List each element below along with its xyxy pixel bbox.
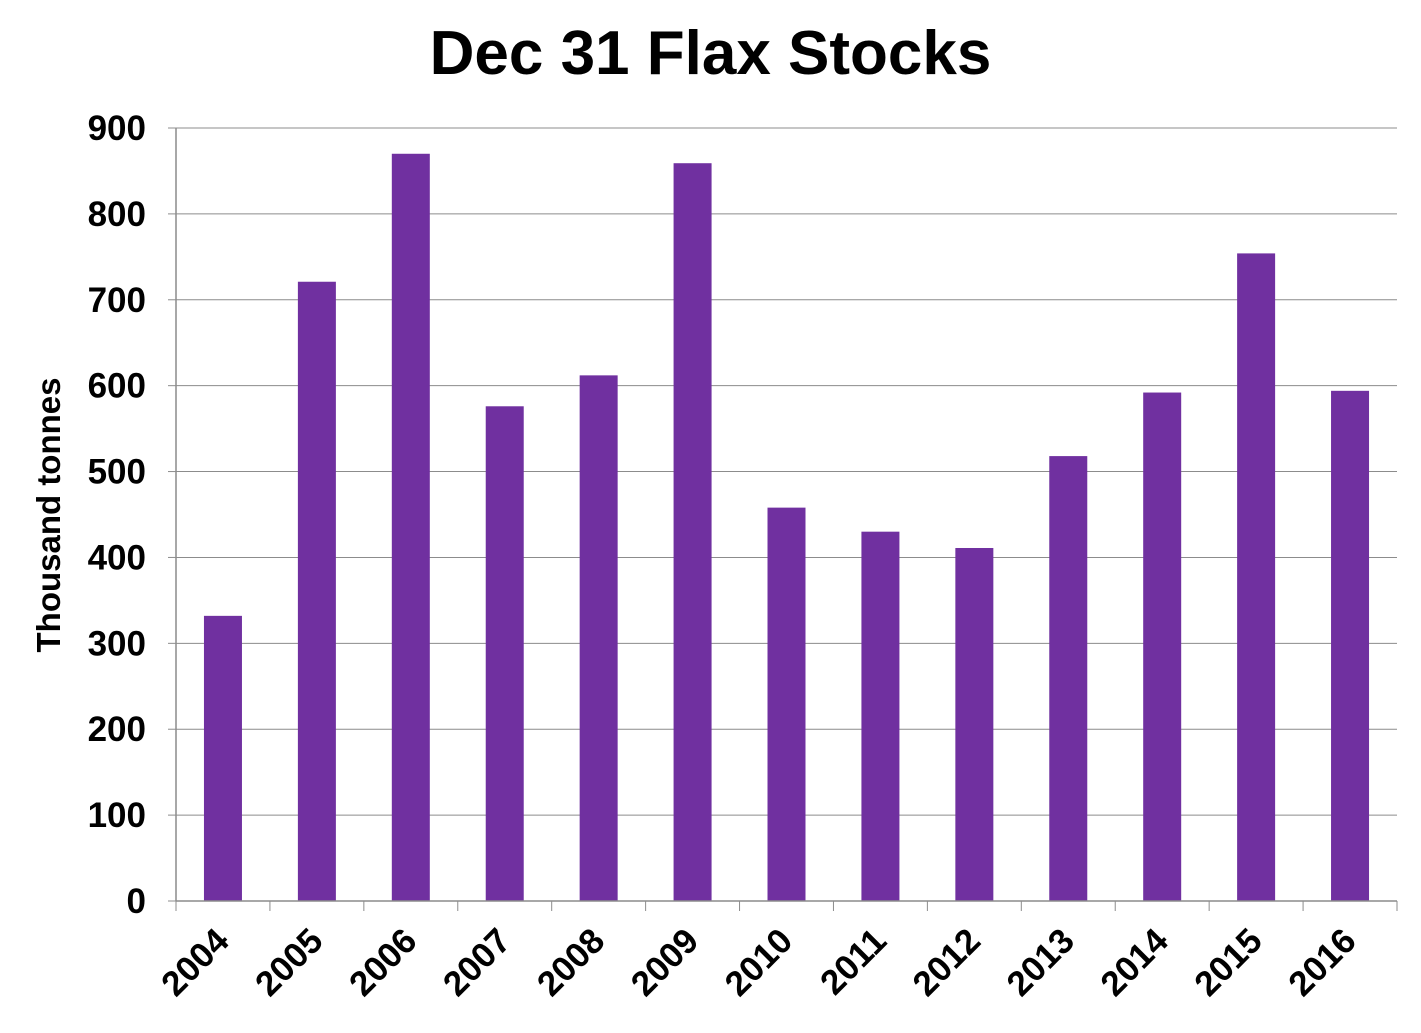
x-tick-label: 2015 — [1187, 921, 1270, 1004]
y-tick-label: 300 — [88, 624, 146, 663]
x-tick-label: 2007 — [436, 921, 519, 1004]
x-tick-label: 2009 — [624, 921, 707, 1004]
y-tick-label: 700 — [88, 281, 146, 320]
bar — [579, 375, 618, 901]
y-tick-label: 800 — [88, 195, 146, 234]
y-axis-label: Thousand tonnes — [30, 378, 67, 653]
x-tick-label: 2012 — [905, 921, 988, 1004]
x-tick-label: 2005 — [248, 921, 331, 1004]
bar — [1049, 456, 1088, 901]
y-tick-label: 900 — [88, 109, 146, 148]
bar — [203, 615, 242, 901]
bar — [1237, 253, 1276, 902]
y-tick-label: 600 — [88, 367, 146, 406]
x-tick-label: 2006 — [342, 921, 425, 1004]
x-tick-label: 2010 — [718, 921, 801, 1004]
y-tick-label: 100 — [88, 796, 146, 835]
bar — [391, 153, 430, 901]
y-tick-labels: 0 100 200 300 400 500 600 700 800 900 — [88, 109, 146, 921]
bar — [485, 406, 524, 901]
bar — [1143, 392, 1182, 901]
bar — [1331, 390, 1370, 901]
y-tick-label: 0 — [127, 882, 146, 921]
x-tick-labels: 2004 2005 2006 2007 2008 2009 2010 2011 2012 2013… — [154, 921, 1364, 1004]
x-tick-label: 2008 — [530, 921, 613, 1004]
x-tick-label: 2014 — [1093, 921, 1176, 1004]
y-tick-label: 400 — [88, 538, 146, 577]
bar — [673, 163, 712, 901]
x-tick-label: 2013 — [999, 921, 1082, 1004]
x-tick-label: 2004 — [154, 921, 237, 1004]
x-tick-label: 2011 — [813, 921, 894, 1002]
x-tick-label: 2016 — [1281, 921, 1364, 1004]
bar — [297, 281, 336, 902]
axes — [168, 127, 1398, 911]
bar — [955, 547, 994, 901]
y-tick-label: 200 — [88, 710, 146, 749]
chart-title: Dec 31 Flax Stocks — [429, 19, 992, 88]
y-tick-label: 500 — [88, 453, 146, 492]
bar — [861, 531, 900, 901]
bars — [203, 153, 1370, 902]
bar — [767, 507, 806, 901]
